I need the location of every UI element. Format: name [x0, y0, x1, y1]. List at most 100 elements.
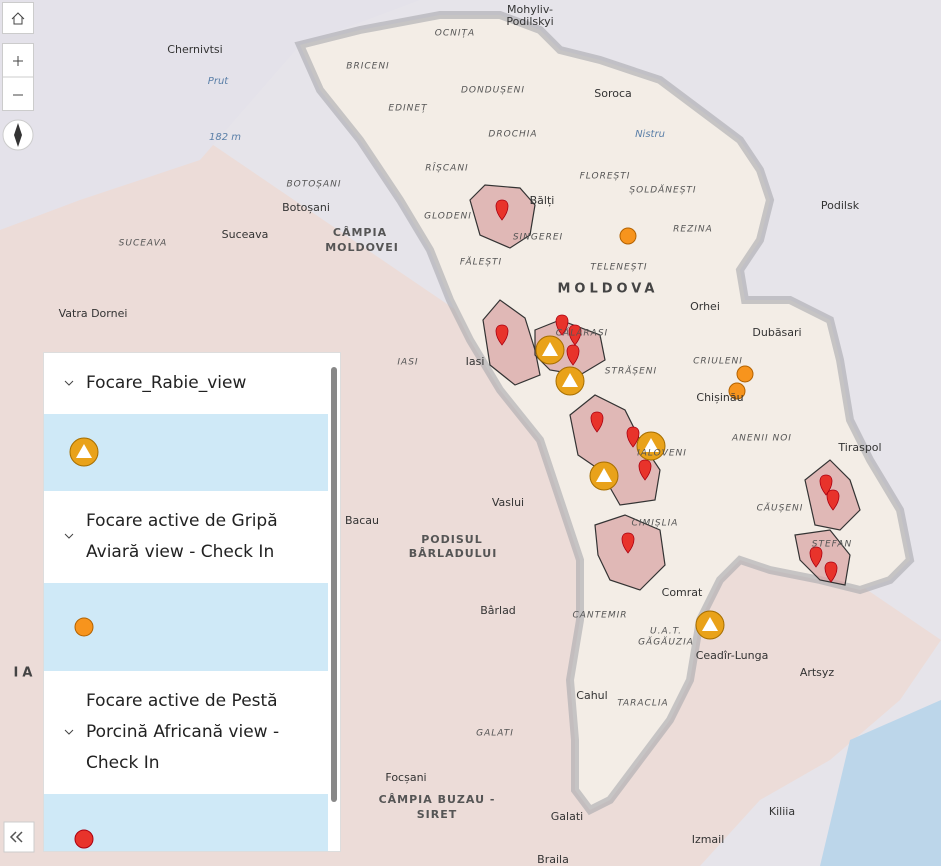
map-label: SIRET [417, 808, 458, 821]
map-label: TARACLIA [617, 699, 668, 709]
legend-panel: Focare_Rabie_view Focare active de Gripă … [43, 352, 341, 852]
legend-symbol-row [44, 414, 328, 491]
map-label: STRĂȘENI [605, 365, 657, 377]
map-label: Izmail [692, 833, 725, 846]
legend-symbol [74, 829, 94, 849]
map-label: MOLDOVEI [325, 241, 399, 254]
map-label: GLODENI [424, 212, 472, 222]
zoom-buttons[interactable] [2, 43, 34, 111]
map-label: EDINEȚ [388, 104, 428, 114]
map-label: Vaslui [492, 496, 524, 509]
compass[interactable] [2, 119, 34, 151]
scrollbar[interactable] [331, 367, 337, 802]
rabies-icon [562, 373, 578, 387]
chevron [64, 378, 74, 388]
map-label: Galati [551, 810, 583, 823]
map-label: Chișinău [696, 391, 743, 404]
map-label: Comrat [662, 586, 703, 599]
map-label: Orhei [690, 300, 720, 313]
chevron [64, 531, 74, 541]
pest-marker [566, 344, 580, 366]
rabies-icon [702, 617, 718, 631]
pest-marker [495, 199, 509, 221]
map-label: SINGEREI [513, 233, 563, 243]
legend-layer-header: Focare_Rabie_view [44, 353, 296, 414]
map-label: FLOREȘTI [580, 172, 631, 182]
map-label: Podilskyi [506, 15, 553, 28]
map-label: Chernivtsi [167, 43, 222, 56]
map-label: Iasi [466, 355, 485, 368]
map-label: Tiraspol [837, 441, 881, 454]
map-label: GALATI [476, 729, 514, 739]
map-label: Mohyliv- [507, 3, 553, 16]
pest-marker [555, 314, 569, 336]
collapse-button[interactable] [3, 821, 35, 853]
map-label: Focșani [385, 771, 426, 784]
map-label: CÂMPIA BUZAU - [379, 793, 496, 806]
map-label: CIMIȘLIA [632, 519, 679, 529]
map-labels: Mohyliv-Podilskyi Chernivtsi OCNIȚA BRICENI… [14, 3, 882, 866]
map-label: Bârlad [480, 604, 516, 617]
map-label: TELENEȘTI [590, 263, 647, 273]
map-label: ȘOLDĂNEȘTI [629, 184, 696, 196]
markers [495, 199, 840, 640]
rabies-icon [643, 438, 659, 452]
map-label: Prut [208, 76, 229, 87]
map-label: BRICENI [346, 62, 389, 72]
map-label: FĂLEȘTI [460, 256, 502, 268]
legend-symbol [69, 437, 99, 467]
flu-marker [736, 365, 754, 383]
pest-marker [621, 532, 635, 554]
pest-marker [809, 546, 823, 568]
map-label: MOLDOVA [557, 282, 658, 297]
map-label: Nistru [635, 129, 665, 140]
home-icon [11, 12, 25, 25]
map-label: Bălți [530, 194, 555, 207]
pest-marker [495, 324, 509, 346]
map-label: DONDUȘENI [461, 86, 525, 96]
pest-marker [824, 561, 838, 583]
pest-marker [626, 426, 640, 448]
map-label: BÂRLADULUI [409, 547, 498, 560]
layer-title: Focare active de Gripă Aviară view - Che… [86, 511, 278, 562]
pest-marker [568, 324, 582, 346]
legend-symbol [74, 617, 94, 637]
pest-marker [826, 489, 840, 511]
map-label: CĂLĂRAȘI [556, 327, 608, 339]
flu-marker [728, 382, 746, 400]
map-label: OCNIȚA [435, 29, 475, 39]
legend-layer-header: Focare active de Gripă Aviară view - Che… [44, 491, 296, 583]
ukraine-north [0, 0, 420, 230]
map-label: ANENII NOI [731, 434, 792, 444]
map-label: U.A.T. [650, 627, 682, 637]
zoom-icons [3, 56, 33, 96]
map-label: Dubăsari [752, 326, 801, 339]
legend-layer-header: Focare active de Pestă Porcină Africană … [44, 671, 296, 794]
map-label: CĂUȘENI [757, 502, 804, 514]
rabies-icon [542, 342, 558, 356]
map-label: Ceadîr-Lunga [696, 649, 769, 662]
map-label: Vatra Dornei [59, 307, 128, 320]
map-label: REZINA [673, 225, 713, 235]
pest-marker [819, 474, 833, 496]
map-label: BOTOȘANI [286, 180, 341, 190]
map-label: RÎȘCANI [425, 162, 468, 174]
map-label: DROCHIA [488, 130, 537, 140]
map-label: CRIULENI [693, 357, 743, 367]
map-label: Kiliia [769, 805, 795, 818]
pest-marker [590, 411, 604, 433]
sea [820, 700, 941, 866]
layer-title: Focare_Rabie_view [86, 373, 247, 393]
map-label: Botoșani [282, 201, 330, 214]
map-label: Podilsk [821, 199, 860, 212]
map-label: PODISUL [421, 533, 483, 546]
home-button[interactable] [2, 2, 34, 34]
map-label: Soroca [594, 87, 632, 100]
map-label: Artsyz [800, 666, 835, 679]
map-label: IASI [397, 358, 418, 368]
flu-marker [619, 227, 637, 245]
layer-title: Focare active de Pestă Porcină Africană … [86, 691, 280, 773]
map-label: CANTEMIR [572, 611, 627, 621]
rabies-icon [596, 468, 612, 482]
